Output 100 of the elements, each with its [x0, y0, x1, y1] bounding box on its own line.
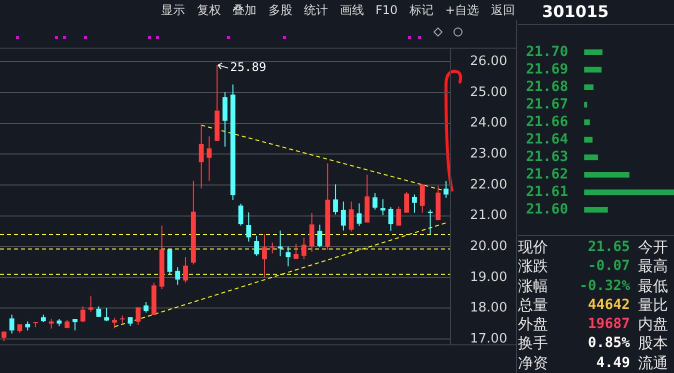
- candlestick: [206, 136, 212, 182]
- candlestick: [72, 318, 78, 331]
- y-tick-label: 21.00: [470, 208, 508, 224]
- candlestick: [317, 224, 322, 248]
- candlestick: [412, 194, 417, 214]
- y-tick-label: 20.00: [470, 238, 508, 254]
- candlestick: [309, 212, 314, 252]
- candlestick: [380, 198, 386, 216]
- candlestick: [175, 266, 180, 286]
- candlestick: [183, 256, 188, 284]
- text: -0.32%: [578, 276, 630, 296]
- text: +自选: [444, 2, 480, 18]
- text: 画线: [338, 2, 365, 18]
- text: 标记: [408, 2, 434, 18]
- text: 总量: [518, 296, 549, 316]
- candlestick: [333, 184, 338, 216]
- bar: [584, 136, 593, 143]
- y-tick-label: 26.00: [470, 54, 508, 70]
- text: 复权: [196, 2, 222, 18]
- candlestick: [88, 296, 94, 312]
- candlestick: [372, 192, 378, 210]
- candlestick: [254, 235, 260, 256]
- y-tick-label: 21.69: [526, 61, 568, 78]
- text: 21.65: [586, 238, 630, 257]
- text: F10: [374, 3, 399, 17]
- y-tick-label: 21.68: [526, 78, 568, 95]
- candlestick: [48, 318, 54, 330]
- text: 叠加: [232, 2, 258, 18]
- y-tick-label: 22.00: [470, 177, 508, 192]
- y-tick-label: 21.67: [526, 96, 568, 112]
- text: 统计: [303, 2, 329, 18]
- candlestick: [270, 242, 275, 254]
- candlestick: [167, 248, 172, 276]
- text: 流通: [638, 354, 669, 373]
- bar: [584, 66, 602, 73]
- text: 涨跌: [518, 257, 549, 277]
- y-tick-label: 21.63: [526, 148, 568, 165]
- candlestick: [404, 192, 410, 214]
- candlestick: [238, 203, 244, 226]
- candlestick: [294, 243, 298, 260]
- candlestick: [112, 317, 117, 329]
- y-tick-label: 23.00: [470, 146, 508, 162]
- candlestick: [246, 212, 252, 242]
- candlestick: [348, 201, 354, 232]
- bar: [584, 119, 590, 126]
- y-tick-label: 18.00: [470, 300, 508, 316]
- text: 涨幅: [518, 276, 549, 296]
- text: 最高: [638, 257, 669, 277]
- bar: [584, 207, 608, 213]
- candlestick: [302, 237, 306, 260]
- text: 19687: [586, 315, 630, 334]
- text: 净资: [518, 354, 549, 373]
- text: 今开: [638, 238, 669, 258]
- candlestick: [198, 124, 204, 189]
- candlestick: [396, 206, 402, 226]
- candlestick: [388, 206, 394, 232]
- text: 内盘: [638, 315, 669, 334]
- candlestick: [144, 302, 148, 314]
- candlestick: [80, 306, 86, 323]
- text: 4.49: [595, 354, 630, 373]
- y-tick-label: 21.62: [526, 166, 568, 182]
- candlestick: [262, 234, 267, 278]
- text: 显示: [160, 2, 186, 18]
- candlestick: [444, 180, 448, 198]
- candlestick: [96, 306, 102, 318]
- chart-title: 301015: [542, 2, 609, 21]
- bar: [584, 172, 630, 178]
- candlestick: [2, 331, 6, 342]
- bar: [584, 84, 594, 90]
- bar: [584, 154, 598, 160]
- text: 多股: [267, 2, 294, 18]
- y-tick-label: 24.00: [470, 116, 508, 131]
- text: 0.85%: [586, 334, 630, 354]
- text: 返回: [490, 2, 516, 18]
- y-tick-label: 25.00: [470, 84, 508, 100]
- y-tick-label: 21.64: [526, 131, 568, 148]
- text: 现价: [518, 238, 549, 258]
- y-tick-label: 21.70: [526, 44, 568, 60]
- text: -0.07: [586, 257, 630, 276]
- candlestick: [9, 314, 14, 334]
- candlestick: [420, 184, 425, 214]
- text: 外盘: [518, 315, 549, 334]
- y-tick-label: 21.61: [526, 184, 568, 200]
- text: 股本: [638, 334, 669, 354]
- candlestick: [222, 92, 228, 148]
- text: 换手: [518, 334, 549, 354]
- bar: [584, 189, 674, 196]
- y-tick-label: 21.60: [526, 201, 568, 218]
- y-tick-label: 17.00: [470, 331, 508, 346]
- text: 量比: [638, 296, 669, 316]
- text: 最低: [638, 276, 669, 296]
- candlestick: [356, 202, 362, 226]
- candlestick: [136, 306, 141, 326]
- bar: [584, 49, 602, 55]
- candlestick: [104, 307, 110, 322]
- annotation: 25.89: [230, 60, 266, 74]
- candlestick: [278, 230, 283, 257]
- candlestick: [120, 315, 125, 324]
- text: 44642: [586, 296, 630, 315]
- candlestick: [286, 246, 291, 267]
